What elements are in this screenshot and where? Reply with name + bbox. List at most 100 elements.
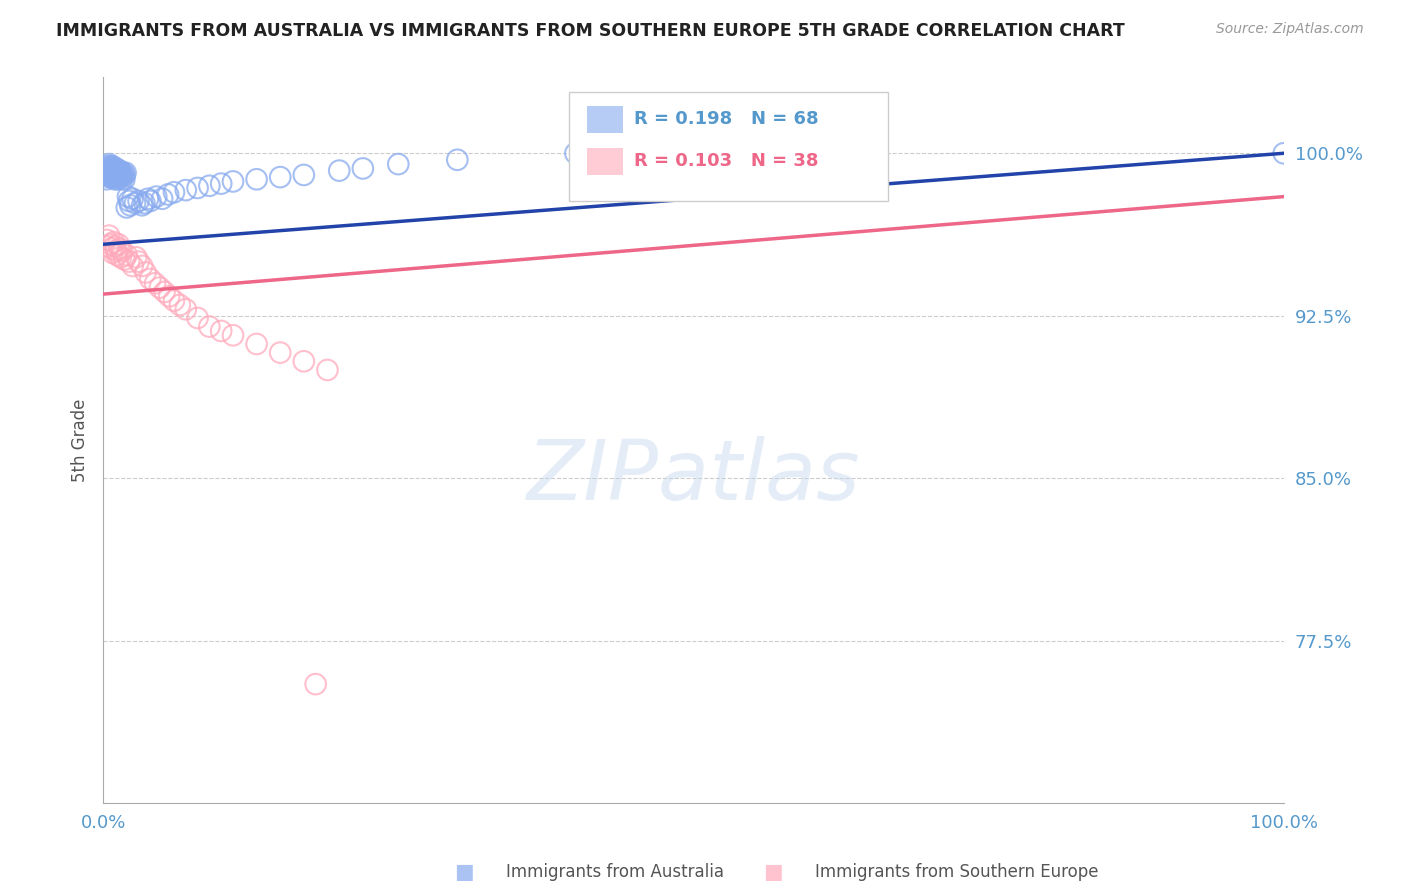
Point [98, 161, 121, 176]
Point [110, 170, 132, 185]
Point [128, 194, 150, 208]
Point [246, 337, 269, 351]
Point [98, 166, 121, 180]
Point [269, 170, 291, 185]
Point [292, 168, 315, 182]
Point [588, 146, 610, 161]
Point [100, 166, 122, 180]
Point [96, 172, 118, 186]
Point [120, 198, 142, 212]
Text: R = 0.103   N = 38: R = 0.103 N = 38 [634, 152, 818, 169]
Point [111, 244, 134, 258]
Point [100, 161, 122, 176]
Point [187, 181, 209, 195]
FancyBboxPatch shape [569, 92, 889, 201]
Point [103, 235, 125, 249]
Text: Source: ZipAtlas.com: Source: ZipAtlas.com [1216, 22, 1364, 37]
Point [145, 189, 167, 203]
Point [387, 157, 409, 171]
Point [187, 310, 209, 325]
Point [169, 298, 191, 312]
Y-axis label: 5th Grade: 5th Grade [72, 399, 89, 482]
Point [104, 172, 127, 186]
Text: ■: ■ [454, 863, 474, 882]
FancyBboxPatch shape [588, 106, 623, 133]
Text: ■: ■ [763, 863, 783, 882]
Point [112, 168, 135, 182]
Point [352, 161, 374, 176]
Point [98, 170, 121, 185]
Point [292, 354, 315, 368]
Point [115, 248, 138, 262]
Point [105, 168, 128, 182]
Point [316, 363, 339, 377]
Point [198, 178, 221, 193]
Point [118, 194, 141, 208]
Point [304, 677, 326, 691]
Point [105, 163, 128, 178]
Point [209, 324, 232, 338]
Point [112, 252, 135, 267]
Point [198, 319, 221, 334]
Point [269, 345, 291, 359]
Point [101, 163, 124, 178]
Point [108, 242, 131, 256]
Point [117, 189, 139, 203]
Point [104, 168, 127, 182]
Point [97, 159, 120, 173]
Point [125, 250, 148, 264]
Point [118, 254, 141, 268]
Point [107, 166, 129, 180]
Point [149, 280, 172, 294]
Point [108, 163, 131, 178]
Point [139, 272, 162, 286]
Point [104, 163, 127, 178]
Text: ZIPatlas: ZIPatlas [527, 436, 860, 517]
Point [103, 161, 125, 176]
Point [101, 168, 124, 182]
Point [96, 233, 118, 247]
Point [101, 246, 124, 260]
Point [157, 289, 180, 303]
Point [105, 161, 128, 176]
Point [100, 170, 122, 185]
Point [100, 242, 122, 256]
Point [136, 192, 159, 206]
Point [124, 196, 146, 211]
Point [150, 192, 173, 206]
Point [128, 254, 150, 268]
Text: R = 0.198   N = 68: R = 0.198 N = 68 [634, 110, 820, 128]
Point [112, 172, 135, 186]
Text: Immigrants from Southern Europe: Immigrants from Southern Europe [815, 863, 1099, 881]
Point [98, 157, 121, 171]
Point [564, 146, 586, 161]
Point [121, 192, 143, 206]
Point [111, 172, 134, 186]
Point [328, 163, 350, 178]
Point [98, 237, 121, 252]
Point [105, 172, 128, 186]
Point [139, 194, 162, 208]
Point [163, 293, 186, 308]
Point [104, 239, 127, 253]
Point [110, 250, 132, 264]
Text: IMMIGRANTS FROM AUSTRALIA VS IMMIGRANTS FROM SOUTHERN EUROPE 5TH GRADE CORRELATI: IMMIGRANTS FROM AUSTRALIA VS IMMIGRANTS … [56, 22, 1125, 40]
Point [153, 285, 176, 299]
Point [98, 159, 121, 173]
Point [131, 198, 153, 212]
Point [105, 244, 128, 258]
Point [682, 146, 704, 161]
Point [636, 146, 658, 161]
Point [1272, 146, 1295, 161]
Point [105, 248, 128, 262]
Point [446, 153, 468, 167]
Point [174, 302, 197, 317]
Point [246, 172, 269, 186]
Point [98, 168, 121, 182]
FancyBboxPatch shape [588, 148, 623, 176]
Point [103, 170, 125, 185]
Point [222, 328, 245, 343]
Point [121, 259, 143, 273]
Point [105, 166, 128, 180]
Point [131, 259, 153, 273]
